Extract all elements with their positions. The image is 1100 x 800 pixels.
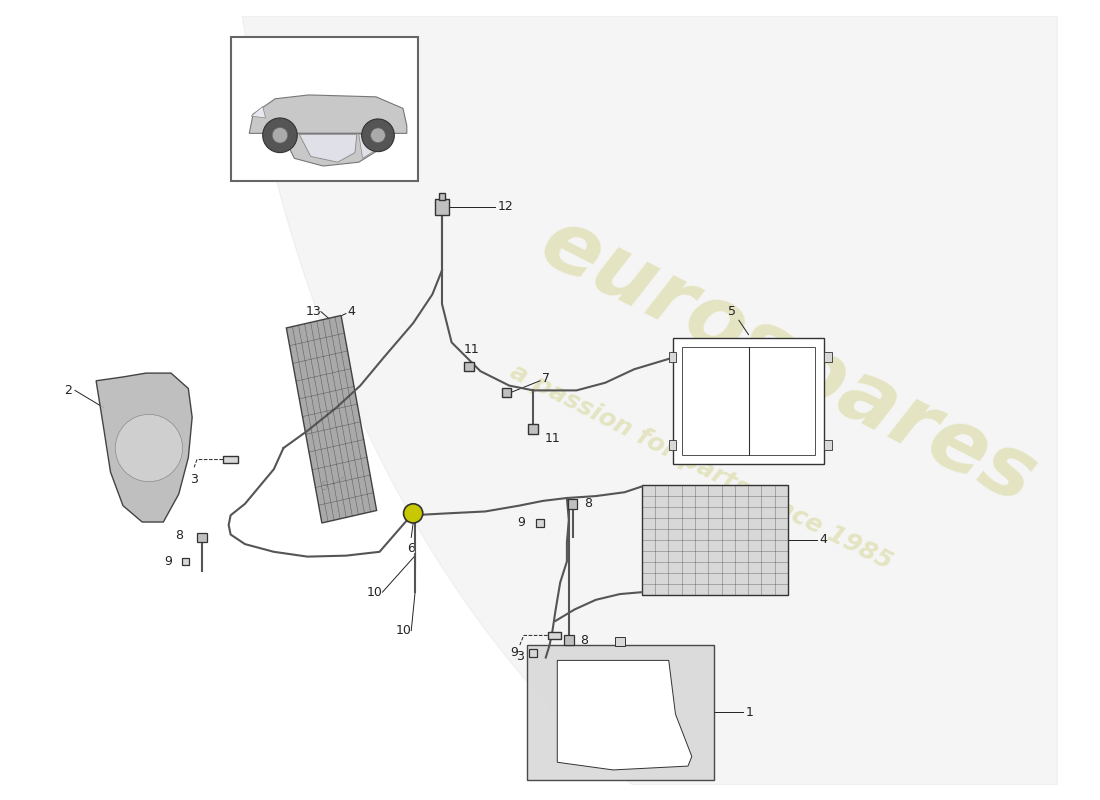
Bar <box>527 645 714 779</box>
Bar <box>502 387 512 397</box>
Bar <box>824 440 832 450</box>
Polygon shape <box>558 660 692 770</box>
Bar <box>464 362 474 371</box>
Circle shape <box>404 504 422 523</box>
Text: 4: 4 <box>348 305 355 318</box>
Circle shape <box>263 118 297 153</box>
Polygon shape <box>250 95 407 134</box>
Bar <box>231 37 418 181</box>
Bar <box>529 649 537 657</box>
Text: 9: 9 <box>510 646 518 659</box>
Text: 8: 8 <box>175 529 183 542</box>
Bar <box>672 338 824 464</box>
Text: a passion for parts since 1985: a passion for parts since 1985 <box>506 360 896 574</box>
Bar <box>669 352 676 362</box>
Text: 9: 9 <box>517 517 525 530</box>
Bar <box>182 558 189 566</box>
Circle shape <box>116 414 183 482</box>
Bar <box>682 347 815 454</box>
Bar <box>641 485 788 595</box>
Bar <box>669 440 676 450</box>
Text: 10: 10 <box>395 624 411 637</box>
Text: 11: 11 <box>544 432 561 445</box>
Text: 8: 8 <box>584 498 592 510</box>
Circle shape <box>272 127 288 143</box>
Text: 2: 2 <box>64 384 73 397</box>
Text: 8: 8 <box>581 634 589 646</box>
Polygon shape <box>96 373 192 522</box>
Bar <box>548 631 561 639</box>
Bar <box>568 499 578 509</box>
Text: 3: 3 <box>190 473 198 486</box>
Bar <box>528 424 538 434</box>
Circle shape <box>371 128 385 142</box>
Polygon shape <box>299 134 356 162</box>
Text: 13: 13 <box>306 305 322 318</box>
Circle shape <box>362 119 394 152</box>
Bar <box>436 199 449 214</box>
Polygon shape <box>251 106 265 118</box>
Text: 11: 11 <box>464 342 480 355</box>
Text: 10: 10 <box>366 586 383 598</box>
Bar <box>223 456 239 463</box>
Polygon shape <box>359 134 387 158</box>
Text: 7: 7 <box>542 372 550 386</box>
Text: 5: 5 <box>320 480 329 493</box>
Polygon shape <box>282 134 390 166</box>
Text: 4: 4 <box>820 534 827 546</box>
Bar <box>439 194 444 200</box>
Bar <box>615 638 625 646</box>
Text: 12: 12 <box>497 200 514 214</box>
Polygon shape <box>286 315 376 523</box>
Bar <box>197 533 207 542</box>
Bar <box>824 352 832 362</box>
Bar <box>536 519 543 527</box>
Bar <box>564 635 573 645</box>
Text: 6: 6 <box>407 542 415 555</box>
Text: 5: 5 <box>728 306 736 318</box>
Text: eurospares: eurospares <box>527 201 1049 522</box>
Text: 1: 1 <box>746 706 754 718</box>
Text: 3: 3 <box>516 650 524 663</box>
Text: 9: 9 <box>164 555 173 568</box>
